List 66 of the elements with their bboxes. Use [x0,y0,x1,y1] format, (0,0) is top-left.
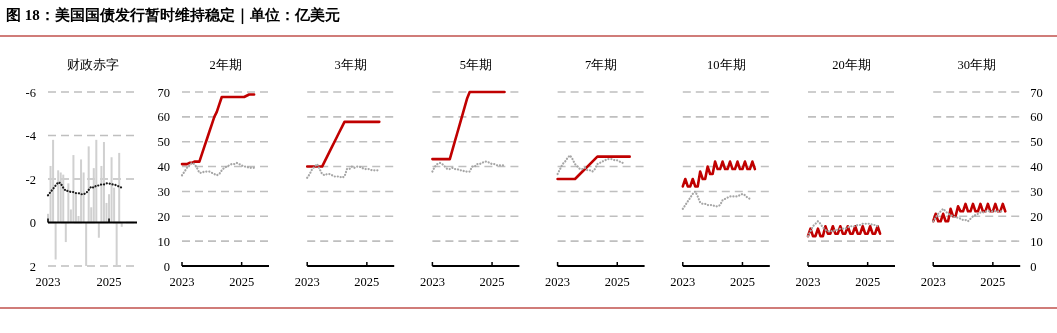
x-tick-label: 2023 [795,275,821,289]
chart-title: 7年期 [584,58,618,72]
y-tick-label: 10 [157,234,170,249]
x-tick-label: 2025 [604,275,630,289]
x-tick-label: 2025 [980,275,1006,289]
bar [64,222,67,243]
y2-tick-label: 30 [1030,184,1043,199]
y-tick-label: 30 [157,184,170,199]
chart-title: 10年期 [707,58,746,72]
bar [54,222,57,260]
x-tick-label: 2023 [169,275,195,289]
y-tick-label: 20 [157,209,170,224]
bar [62,174,65,223]
bar [110,157,113,223]
bar [97,222,100,238]
line-series [180,93,256,166]
y-tick-label: 2 [29,259,36,274]
chart-title: 5年期 [459,58,493,72]
y-tick-label: -2 [25,172,36,187]
x-tick-label: 2025 [354,275,380,289]
chart-subtitle: 财政赤字 [66,57,119,72]
bar [67,183,70,223]
bar [115,222,118,266]
line-series [931,202,1007,223]
y-tick-label: -4 [25,129,37,143]
x-tick-label: 2025 [855,275,881,289]
y-tick-label: -6 [25,85,36,100]
y2-tick-label: 0 [1030,259,1037,274]
bar [87,146,90,223]
x-tick-label: 2023 [920,275,946,289]
y-tick-label: 0 [163,259,170,274]
line-series [932,207,1004,223]
x-tick-label: 2023 [670,275,696,289]
x-tick-label: 2023 [419,275,445,289]
y-tick-label: 50 [157,135,170,150]
x-tick-label: 2023 [35,275,61,289]
chart-title: 30年期 [957,58,996,72]
chart-title: 3年期 [334,58,367,72]
line-series [46,181,123,197]
bar [72,155,75,223]
y-tick-label: 60 [157,110,170,125]
y2-tick-label: 20 [1030,209,1043,224]
y2-tick-label: 70 [1030,85,1043,100]
text: 图 18：美国国债发行暂时维持稳定｜单位：亿美元 [6,6,340,25]
bar [102,142,105,223]
x-tick-label: 2025 [229,275,255,289]
bar [80,159,83,223]
bar [52,139,55,223]
x-tick-label: 2025 [729,275,755,289]
x-tick-label: 2025 [479,275,505,289]
y-tick-label: 40 [157,160,170,175]
line-series [180,161,256,177]
y2-tick-label: 50 [1030,135,1043,150]
bar [95,139,98,223]
y-tick-label: 0 [29,216,36,230]
x-tick-label: 2023 [294,275,320,289]
bar [85,222,88,266]
chart-title: 20年期 [832,58,871,72]
chart-title: 2年期 [209,58,242,72]
y2-tick-label: 40 [1030,160,1043,175]
x-tick-label: 2025 [96,275,122,289]
bar [118,152,121,223]
y2-tick-label: 10 [1030,234,1043,249]
x-tick-label: 2023 [545,275,571,289]
y2-tick-label: 60 [1030,110,1043,125]
y-tick-label: 70 [157,85,170,100]
